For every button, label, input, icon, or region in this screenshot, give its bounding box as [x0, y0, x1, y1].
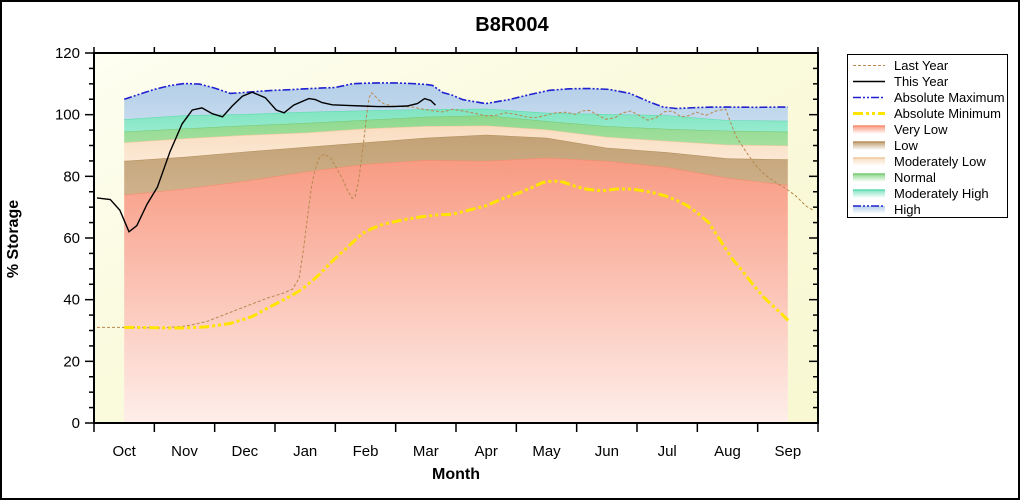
month-label: Jul	[658, 443, 677, 460]
legend-label: Moderately Low	[894, 153, 986, 169]
month-label: Aug	[714, 443, 741, 460]
legend-swatch-low	[853, 140, 885, 150]
legend-item-abs-min: Absolute Minimum	[848, 105, 1007, 121]
legend-label: Last Year	[894, 57, 949, 73]
month-label: Mar	[413, 443, 439, 460]
line-this-year	[96, 91, 436, 233]
band-normal	[124, 115, 788, 146]
month-label: May	[532, 443, 561, 460]
legend-swatch-high	[853, 204, 885, 214]
line-abs-max	[123, 82, 788, 110]
legend-swatch-normal	[853, 172, 885, 182]
band-mod-low	[124, 125, 788, 161]
legend-label: High	[894, 201, 921, 217]
y-tick-label: 120	[55, 45, 80, 62]
legend-item-mod-low: Moderately Low	[848, 153, 1007, 169]
month-label: Feb	[353, 443, 379, 460]
legend-label: Absolute Maximum	[894, 89, 1005, 105]
y-tick-label: 0	[72, 415, 80, 432]
line-abs-min	[124, 179, 791, 330]
y-tick-label: 40	[63, 292, 80, 309]
legend: Last Year This Year Absolute Maximum Absolu…	[847, 54, 1008, 218]
y-tick-label: 100	[55, 107, 80, 124]
month-label: Nov	[171, 443, 198, 460]
legend-label: Low	[894, 137, 918, 153]
legend-item-low: Low	[848, 137, 1007, 153]
legend-swatch-abs-max	[853, 96, 885, 98]
band-very-low	[124, 157, 788, 424]
legend-item-very-low: Very Low	[848, 121, 1007, 137]
legend-item-mod-high: Moderately High	[848, 185, 1007, 201]
x-axis-label: Month	[432, 466, 480, 483]
legend-item-abs-max: Absolute Maximum	[848, 89, 1007, 105]
legend-item-high: High	[848, 201, 1007, 217]
legend-item-last-year: Last Year	[848, 57, 1007, 73]
y-axis-label: % Storage	[5, 199, 22, 279]
legend-swatch-mod-low	[853, 156, 885, 166]
y-tick-label: 20	[63, 353, 80, 370]
legend-swatch-mod-high	[853, 188, 885, 198]
legend-label: Very Low	[894, 121, 948, 137]
legend-swatch-last-year	[853, 64, 885, 66]
legend-item-this-year: This Year	[848, 73, 1007, 89]
y-tick-label: 60	[63, 230, 80, 247]
y-tick-label: 80	[63, 168, 80, 185]
month-label: Apr	[474, 443, 497, 460]
month-label: Sep	[774, 443, 801, 460]
legend-label: Moderately High	[894, 185, 989, 201]
legend-swatch-this-year	[853, 80, 885, 82]
month-label: Dec	[231, 443, 258, 460]
month-label: Jan	[293, 443, 317, 460]
line-last-year	[97, 91, 814, 329]
legend-label: Normal	[894, 169, 936, 185]
month-label: Jun	[595, 443, 619, 460]
chart-title: B8R004	[475, 14, 549, 36]
band-low	[124, 134, 788, 195]
legend-item-normal: Normal	[848, 169, 1007, 185]
legend-label: Absolute Minimum	[894, 105, 1001, 121]
month-label: Oct	[112, 443, 136, 460]
legend-swatch-abs-min	[853, 111, 885, 115]
legend-label: This Year	[894, 73, 949, 89]
legend-swatch-very-low	[853, 124, 885, 134]
